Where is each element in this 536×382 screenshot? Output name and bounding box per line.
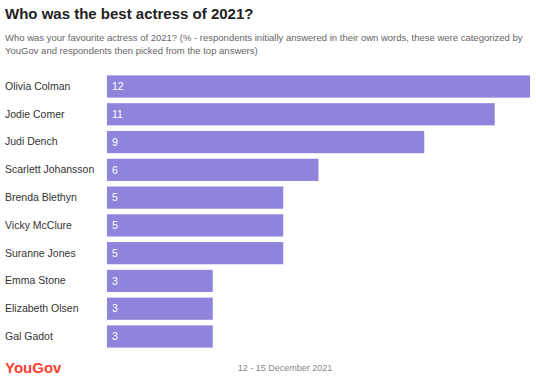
tick: Brenda Blethyn (5, 191, 107, 203)
tick-label: Gal Gadot (5, 330, 53, 342)
data-label: 3 (112, 275, 118, 287)
axis-line (107, 75, 108, 350)
tick-label: Olivia Colman (5, 80, 71, 92)
data-label: 9 (112, 136, 118, 148)
data-label: 5 (112, 247, 118, 259)
tick: Emma Stone (5, 274, 107, 286)
date-note: 12 - 15 December 2021 (238, 363, 333, 373)
tick: Jodie Comer (5, 108, 107, 120)
data-label: 11 (112, 108, 123, 120)
data-label: 5 (112, 191, 118, 203)
tick: Elizabeth Olsen (5, 302, 107, 314)
data-label: 3 (112, 302, 118, 314)
bar (107, 214, 283, 236)
tick: Gal Gadot (5, 330, 107, 342)
bar (107, 298, 213, 320)
bar (107, 270, 213, 292)
tick-label: Suranne Jones (5, 247, 76, 259)
tick: Olivia Colman (5, 80, 107, 92)
tick-label: Brenda Blethyn (5, 191, 77, 203)
data-label: 6 (112, 164, 118, 176)
tick: Suranne Jones (5, 247, 107, 259)
source-logo: YouGov (5, 359, 62, 376)
data-label: 3 (112, 330, 118, 342)
bars (107, 75, 530, 347)
data-label: 12 (112, 80, 124, 92)
tick-label: Judi Dench (5, 135, 58, 147)
tick-label: Emma Stone (5, 274, 66, 286)
y-axis: Olivia Colman Jodie Comer Judi Dench Scarle… (5, 75, 108, 350)
bar (107, 103, 495, 125)
tick-label: Scarlett Johansson (5, 163, 94, 175)
tick-label: Vicky McClure (5, 219, 72, 231)
data-labels: 12 11 9 6 5 5 5 3 3 3 (112, 80, 124, 342)
tick: Vicky McClure (5, 219, 107, 231)
bar (107, 75, 530, 97)
chart: Who was the best actress of 2021? Who was… (0, 0, 536, 382)
bar (107, 131, 424, 153)
bar (107, 325, 213, 347)
tick: Scarlett Johansson (5, 163, 107, 175)
bar (107, 187, 283, 209)
bar (107, 159, 319, 181)
subtitle: Who was your favourite actress of 2021? … (5, 32, 523, 56)
data-label: 5 (112, 219, 118, 231)
title: Who was the best actress of 2021? (5, 5, 253, 22)
bar (107, 242, 283, 264)
tick: Judi Dench (5, 135, 107, 147)
tick-label: Elizabeth Olsen (5, 302, 79, 314)
tick-label: Jodie Comer (5, 108, 65, 120)
